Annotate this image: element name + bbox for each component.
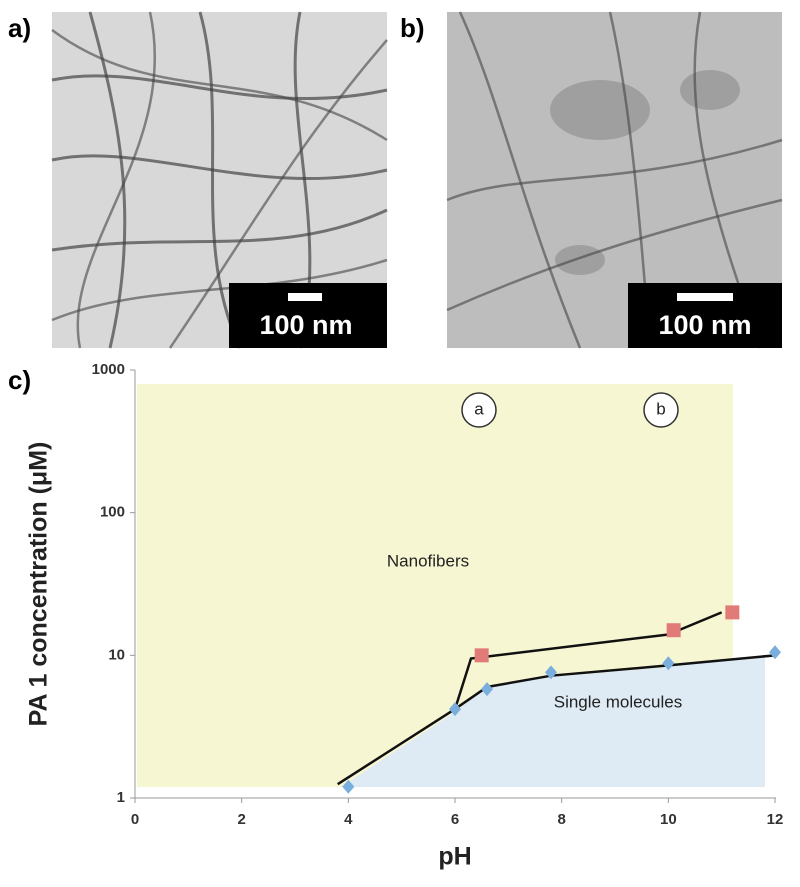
x-axis-title: pH [438,843,471,871]
square-point [666,623,681,638]
panel-label: a) [8,13,31,43]
tem-image-b [446,11,783,349]
stain [555,245,605,275]
diamond-point [769,645,781,660]
fiber [76,11,157,349]
fiber [458,11,582,349]
fiber [51,28,388,142]
diamond-point [449,702,461,717]
fiber [51,208,388,252]
x-tick-label: 4 [344,811,353,828]
y-axis-title: PA 1 concentration (μM) [25,442,53,727]
x-tick-label: 6 [451,811,459,828]
label-circle [643,392,679,428]
fiber [198,11,242,349]
x-tick-label: 10 [660,811,677,828]
annotation: a [474,399,484,418]
scale-label: 100 nm [259,310,352,340]
panel-label: b) [400,13,425,43]
fiber [88,11,127,349]
boundary-line [336,654,776,786]
scale-bar [677,293,733,301]
fiber [51,74,388,101]
fiber [446,198,783,312]
diamond-point [481,682,493,697]
square-point [474,648,489,663]
x-tick-label: 2 [237,811,245,828]
annotation: Single molecules [554,692,683,711]
y-tick-label: 100 [100,504,125,521]
annotation: Nanofibers [387,551,469,570]
square-point [725,605,740,620]
fiber [168,39,388,349]
annotation: b [656,399,665,418]
panel-label: c) [8,365,31,395]
label-circle [461,392,497,428]
fiber [51,154,388,181]
boundary-line [453,611,723,710]
scale-bar [288,293,322,301]
stain [680,70,740,110]
scale-label: 100 nm [658,310,751,340]
y-tick-label: 10 [108,646,125,663]
x-tick-label: 0 [131,811,139,828]
x-tick-label: 12 [767,811,784,828]
x-tick-label: 8 [557,811,565,828]
single-molecule-region [341,656,765,787]
fiber [446,138,783,202]
diamond-point [545,665,557,680]
tem-image-a [51,11,388,349]
stain [550,80,650,140]
y-tick-label: 1000 [92,361,125,378]
y-tick-label: 1 [117,789,125,806]
diamond-point [342,779,355,794]
diamond-point [662,656,675,671]
